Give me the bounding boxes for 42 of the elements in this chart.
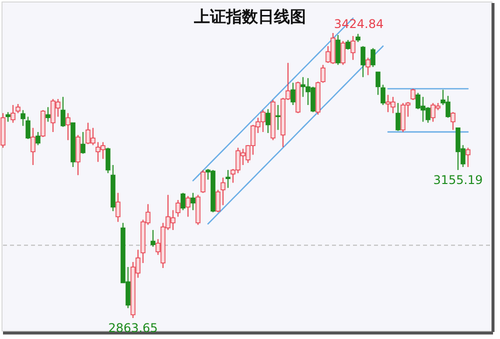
annotation: 2863.65 bbox=[108, 321, 158, 335]
candlestick bbox=[180, 192, 186, 211]
candlestick bbox=[150, 229, 156, 248]
candlestick bbox=[6, 112, 10, 122]
candlestick bbox=[340, 40, 346, 66]
candlestick bbox=[226, 170, 230, 188]
candlestick bbox=[216, 189, 220, 213]
candlestick bbox=[20, 110, 26, 126]
candlestick bbox=[200, 170, 206, 194]
candlestick bbox=[266, 108, 270, 134]
candlestick bbox=[10, 104, 16, 124]
candlestick bbox=[220, 177, 226, 206]
candlestick bbox=[410, 88, 416, 100]
candlestick bbox=[36, 131, 40, 146]
candlestick bbox=[350, 35, 356, 60]
candlestick bbox=[116, 192, 120, 222]
candlestick bbox=[80, 131, 86, 154]
candlestick bbox=[346, 40, 350, 50]
candlestick bbox=[466, 147, 470, 168]
candlestick bbox=[190, 192, 196, 211]
chart-title: 上证指数日线图 bbox=[193, 8, 306, 26]
candlestick bbox=[366, 57, 370, 76]
candlestick bbox=[336, 34, 340, 66]
candlestick bbox=[46, 106, 50, 122]
candlestick bbox=[276, 104, 280, 130]
candlestick bbox=[380, 84, 386, 106]
candlestick bbox=[30, 127, 36, 166]
candlestick bbox=[106, 147, 110, 174]
candlestick bbox=[290, 82, 296, 106]
candlestick bbox=[360, 46, 366, 78]
candlestick bbox=[60, 96, 66, 128]
candlestick bbox=[376, 72, 380, 96]
candlestick bbox=[370, 48, 376, 68]
candlestick bbox=[320, 64, 326, 84]
candlestick bbox=[186, 195, 190, 218]
candlestick bbox=[176, 200, 180, 218]
candlestick bbox=[66, 112, 70, 141]
candlestick bbox=[396, 102, 400, 132]
candlestick bbox=[450, 112, 456, 130]
annotation: 3155.19 bbox=[433, 172, 483, 187]
candlestick bbox=[26, 116, 30, 140]
candlestick bbox=[16, 104, 20, 114]
